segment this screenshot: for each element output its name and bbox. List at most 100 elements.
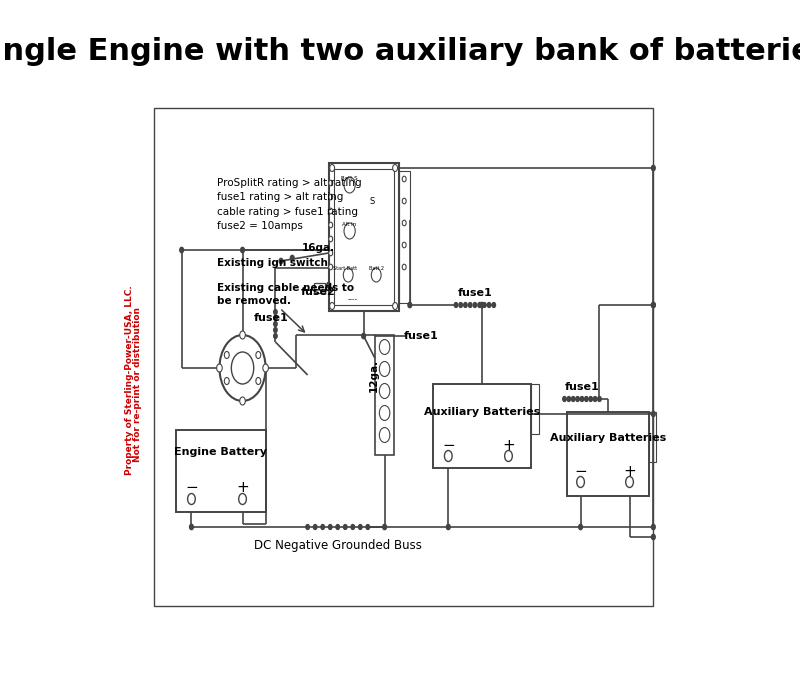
- Text: Batt 2: Batt 2: [369, 266, 384, 270]
- Text: Property of Sterling-Power-USA, LLC.: Property of Sterling-Power-USA, LLC.: [126, 285, 134, 475]
- Circle shape: [393, 303, 398, 309]
- Text: Auxiliary Batteries: Auxiliary Batteries: [550, 433, 666, 443]
- Circle shape: [408, 303, 411, 307]
- Circle shape: [263, 364, 269, 372]
- Circle shape: [482, 303, 486, 307]
- Circle shape: [474, 303, 477, 307]
- Circle shape: [572, 397, 575, 401]
- Text: Existing cable needs to
be removed.: Existing cable needs to be removed.: [217, 283, 354, 306]
- Circle shape: [402, 242, 406, 248]
- Text: S: S: [370, 197, 374, 206]
- Circle shape: [314, 524, 317, 529]
- Bar: [433, 384, 531, 468]
- Circle shape: [240, 397, 246, 405]
- Circle shape: [274, 321, 277, 326]
- Circle shape: [344, 177, 355, 193]
- Circle shape: [274, 315, 277, 320]
- Text: 12ga.: 12ga.: [369, 359, 379, 392]
- Circle shape: [344, 524, 347, 529]
- Circle shape: [187, 493, 195, 505]
- Circle shape: [651, 534, 655, 539]
- Circle shape: [274, 328, 277, 332]
- Circle shape: [327, 282, 330, 288]
- Circle shape: [371, 268, 381, 282]
- Circle shape: [651, 166, 655, 171]
- Text: fuse2: fuse2: [301, 287, 335, 297]
- Circle shape: [238, 493, 246, 505]
- Circle shape: [366, 524, 370, 529]
- Circle shape: [585, 397, 588, 401]
- Circle shape: [256, 352, 261, 359]
- Circle shape: [306, 524, 310, 529]
- Circle shape: [445, 450, 452, 462]
- Text: Batt S: Batt S: [342, 175, 358, 181]
- Circle shape: [446, 524, 450, 530]
- Circle shape: [351, 524, 354, 529]
- Bar: [314, 283, 325, 293]
- Circle shape: [358, 524, 362, 529]
- Text: −: −: [185, 479, 198, 495]
- Circle shape: [379, 340, 390, 355]
- Bar: [531, 384, 539, 435]
- Circle shape: [402, 198, 406, 204]
- Bar: [375, 335, 394, 455]
- Circle shape: [344, 223, 355, 239]
- Circle shape: [469, 303, 472, 307]
- Circle shape: [290, 255, 294, 260]
- Text: Start Batt: Start Batt: [334, 266, 358, 270]
- Circle shape: [598, 397, 601, 401]
- Bar: [566, 412, 649, 496]
- Circle shape: [256, 377, 261, 384]
- Circle shape: [329, 250, 333, 256]
- Circle shape: [279, 259, 282, 264]
- Circle shape: [393, 164, 398, 171]
- Circle shape: [464, 303, 467, 307]
- Text: DC Negative Grounded Buss: DC Negative Grounded Buss: [254, 539, 422, 551]
- Circle shape: [329, 222, 333, 228]
- Circle shape: [379, 406, 390, 421]
- Circle shape: [219, 335, 266, 401]
- Text: 16ga.: 16ga.: [302, 243, 335, 253]
- Circle shape: [240, 331, 246, 339]
- Circle shape: [329, 236, 333, 242]
- Circle shape: [487, 303, 490, 307]
- Circle shape: [454, 303, 458, 307]
- Circle shape: [480, 303, 484, 307]
- Circle shape: [224, 377, 230, 384]
- Text: fuse1: fuse1: [404, 331, 438, 341]
- Circle shape: [180, 247, 183, 253]
- Bar: [334, 169, 394, 305]
- Circle shape: [362, 334, 366, 338]
- Circle shape: [563, 397, 566, 401]
- Circle shape: [329, 524, 332, 529]
- Circle shape: [577, 477, 585, 487]
- Circle shape: [329, 180, 333, 186]
- Bar: [329, 163, 398, 311]
- Circle shape: [379, 384, 390, 398]
- Text: ProSplitR rating > alt rating
fuse1 rating > alt rating
cable rating > fuse1 rat: ProSplitR rating > alt rating fuse1 rati…: [217, 178, 362, 231]
- Text: Existing ign switch: Existing ign switch: [217, 258, 327, 268]
- Text: +: +: [623, 464, 636, 479]
- Text: Alt In: Alt In: [342, 222, 357, 226]
- Circle shape: [343, 268, 353, 282]
- Circle shape: [383, 524, 386, 530]
- Circle shape: [231, 352, 254, 384]
- Circle shape: [651, 303, 655, 307]
- Circle shape: [329, 264, 333, 270]
- Circle shape: [402, 264, 406, 270]
- Circle shape: [329, 208, 333, 214]
- Circle shape: [459, 303, 462, 307]
- Circle shape: [651, 303, 655, 307]
- Circle shape: [576, 397, 579, 401]
- Circle shape: [589, 397, 592, 401]
- Bar: [398, 171, 410, 303]
- Circle shape: [402, 220, 406, 226]
- Circle shape: [321, 524, 324, 529]
- Text: Engine Battery: Engine Battery: [174, 447, 267, 457]
- Circle shape: [336, 524, 339, 529]
- Circle shape: [329, 194, 333, 200]
- Circle shape: [505, 450, 512, 462]
- Circle shape: [402, 176, 406, 182]
- Circle shape: [492, 303, 495, 307]
- Circle shape: [651, 524, 655, 530]
